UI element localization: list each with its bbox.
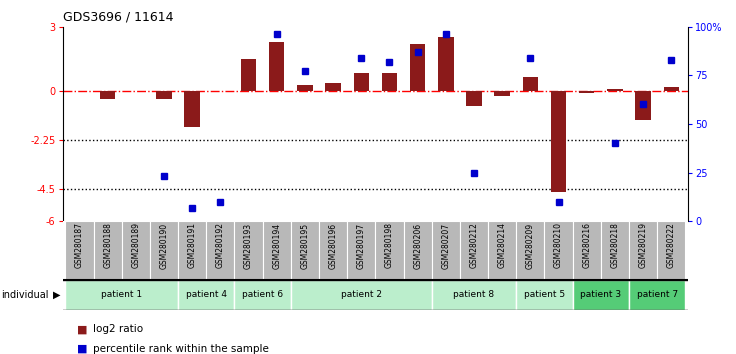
Bar [488,221,516,280]
Text: percentile rank within the sample: percentile rank within the sample [93,344,269,354]
Text: GDS3696 / 11614: GDS3696 / 11614 [63,10,173,23]
Text: GSM280212: GSM280212 [470,222,478,268]
Text: GSM280218: GSM280218 [610,222,620,268]
Text: patient 8: patient 8 [453,290,495,299]
Bar [319,221,347,280]
Bar [235,221,263,280]
Bar [516,280,573,310]
Bar [291,280,432,310]
Text: GSM280190: GSM280190 [160,222,169,269]
Text: patient 1: patient 1 [101,290,142,299]
Bar [403,221,432,280]
Bar [432,280,516,310]
Text: patient 2: patient 2 [341,290,382,299]
Text: GSM280206: GSM280206 [413,222,422,269]
Text: GSM280209: GSM280209 [526,222,535,269]
Bar [657,221,685,280]
Bar [545,221,573,280]
Bar [573,280,629,310]
Bar [121,221,150,280]
Text: GSM280195: GSM280195 [300,222,309,269]
Bar [607,89,623,91]
Text: GSM280194: GSM280194 [272,222,281,269]
Bar [66,280,178,310]
Bar [291,221,319,280]
Bar [629,221,657,280]
Text: GSM280188: GSM280188 [103,222,112,268]
Text: patient 6: patient 6 [242,290,283,299]
Text: GSM280210: GSM280210 [554,222,563,268]
Bar [410,44,425,91]
Bar [551,91,566,192]
Bar [347,221,375,280]
Text: individual: individual [1,290,49,300]
Bar [269,42,285,91]
Text: GSM280207: GSM280207 [442,222,450,269]
Text: GSM280198: GSM280198 [385,222,394,268]
Text: log2 ratio: log2 ratio [93,324,144,334]
Bar [432,221,460,280]
Bar [516,221,545,280]
Bar [178,221,206,280]
Bar [375,221,403,280]
Text: GSM280214: GSM280214 [498,222,506,268]
Bar [178,280,235,310]
Bar [573,221,601,280]
Bar [353,73,369,91]
Bar [495,91,510,96]
Bar [629,280,685,310]
Bar [325,83,341,91]
Bar [579,91,595,92]
Bar [297,85,313,91]
Bar [156,91,171,99]
Text: GSM280216: GSM280216 [582,222,591,268]
Bar [635,91,651,120]
Bar [382,73,397,91]
Text: GSM280222: GSM280222 [667,222,676,268]
Bar [93,221,121,280]
Bar [150,221,178,280]
Text: ▶: ▶ [53,290,60,300]
Bar [663,87,679,91]
Bar [185,91,200,127]
Bar [241,59,256,91]
Bar [100,91,116,99]
Bar [466,91,482,105]
Text: patient 7: patient 7 [637,290,678,299]
Text: GSM280197: GSM280197 [357,222,366,269]
Text: ■: ■ [77,344,88,354]
Text: GSM280189: GSM280189 [131,222,141,268]
Text: GSM280191: GSM280191 [188,222,197,268]
Bar [460,221,488,280]
Text: GSM280192: GSM280192 [216,222,225,268]
Text: GSM280187: GSM280187 [75,222,84,268]
Text: GSM280196: GSM280196 [328,222,338,269]
Text: ■: ■ [77,324,88,334]
Bar [601,221,629,280]
Bar [206,221,235,280]
Text: patient 5: patient 5 [524,290,565,299]
Bar [438,38,453,91]
Bar [66,221,93,280]
Bar [523,78,538,91]
Text: GSM280219: GSM280219 [639,222,648,268]
Text: patient 4: patient 4 [185,290,227,299]
Bar [235,280,291,310]
Text: GSM280193: GSM280193 [244,222,253,269]
Text: patient 3: patient 3 [580,290,621,299]
Bar [263,221,291,280]
